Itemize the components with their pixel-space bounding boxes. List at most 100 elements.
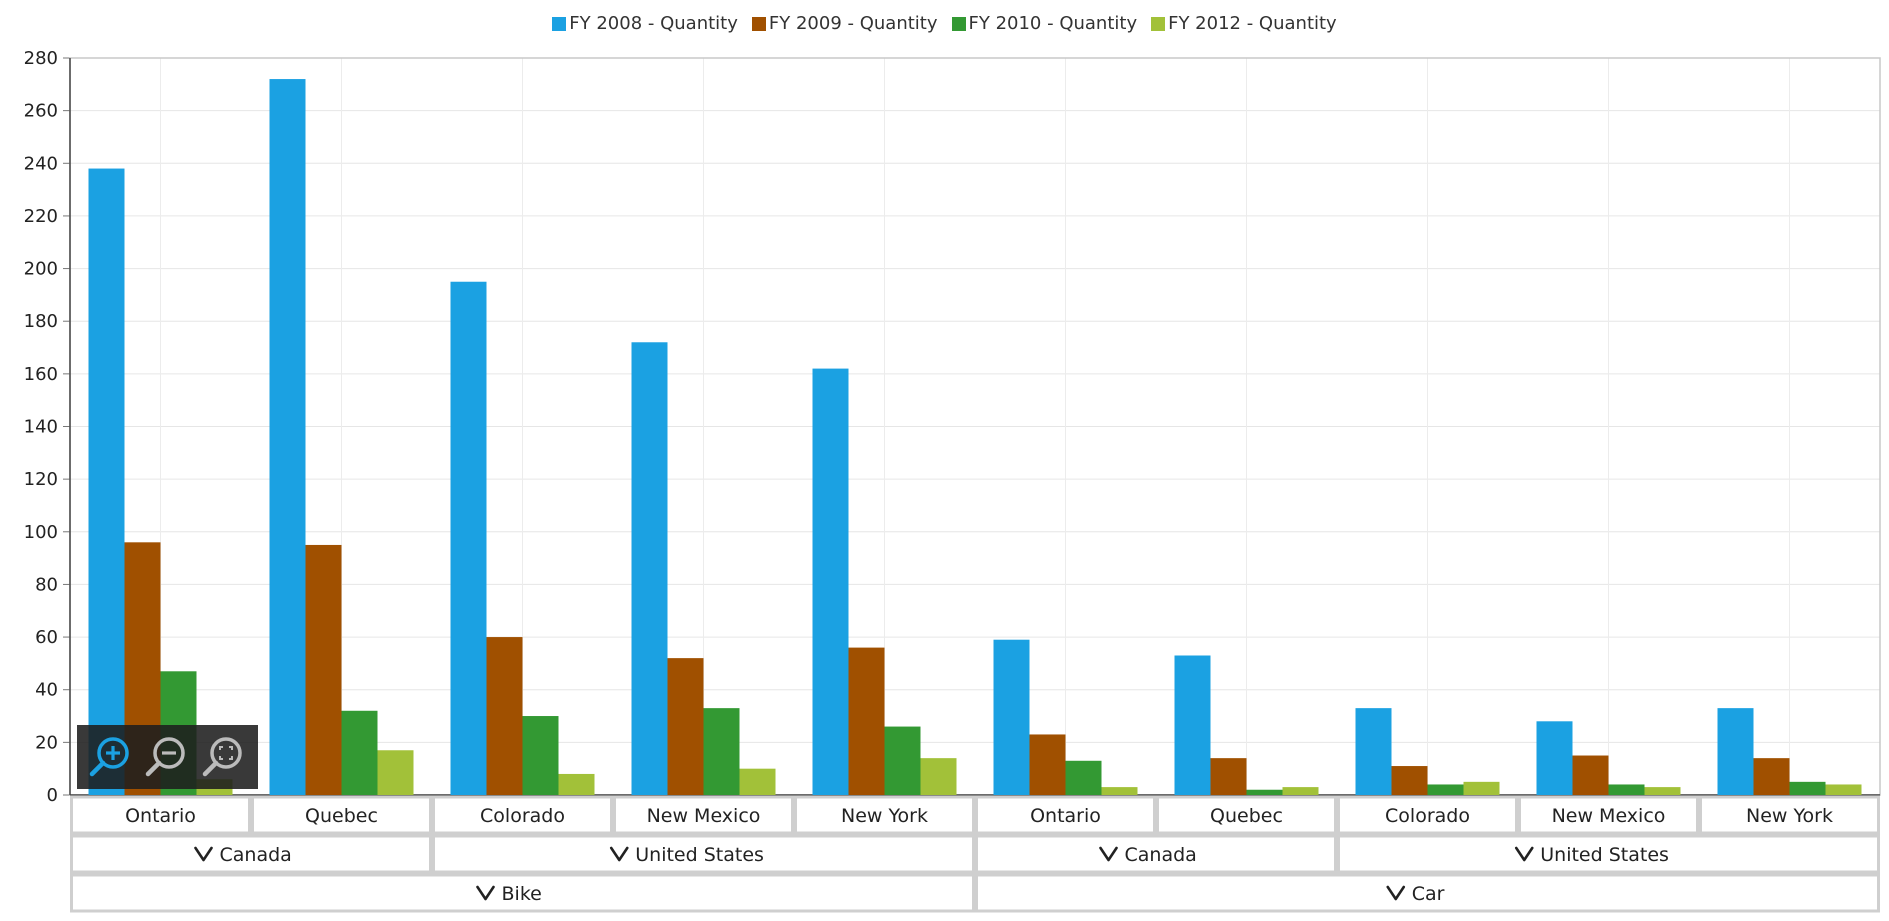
bar[interactable] [1355, 708, 1392, 795]
x-axis-category-cell[interactable] [1518, 795, 1699, 835]
bar[interactable] [1825, 784, 1862, 795]
zoom-out-button[interactable] [142, 732, 192, 782]
x-axis-country-cell[interactable] [1337, 834, 1880, 874]
chevron-down-icon[interactable] [609, 846, 629, 862]
x-axis-country-cell[interactable] [432, 834, 975, 874]
chevron-down-icon[interactable] [194, 846, 213, 862]
x-axis-product-cell[interactable] [70, 873, 975, 913]
bar[interactable] [848, 647, 885, 795]
bar[interactable] [703, 708, 740, 795]
y-tick-label: 20 [35, 732, 58, 753]
legend-label: FY 2008 - Quantity [569, 13, 738, 34]
zoom-out-icon [146, 737, 186, 777]
y-tick-label: 140 [24, 417, 58, 438]
chevron-down-icon[interactable] [476, 885, 495, 901]
bar[interactable] [377, 750, 414, 795]
x-axis-category-cell[interactable] [251, 795, 432, 835]
bar[interactable] [1608, 784, 1645, 795]
chevron-down-icon[interactable] [1386, 885, 1406, 901]
x-tick-label: Quebec [305, 805, 378, 827]
y-tick-label: 40 [35, 680, 58, 701]
zoom-reset-icon [202, 737, 242, 777]
x-tick-label: New York [841, 805, 928, 827]
bar[interactable] [993, 639, 1030, 795]
y-tick-label: 260 [24, 101, 58, 122]
chevron-down-icon[interactable] [1514, 846, 1534, 862]
country-group-label: United States [1540, 844, 1669, 866]
bar[interactable] [558, 773, 595, 795]
bar[interactable] [1427, 784, 1464, 795]
x-axis-category-cell[interactable] [1337, 795, 1518, 835]
zoom-reset-button[interactable] [199, 732, 249, 782]
x-axis-category-cell[interactable] [1156, 795, 1337, 835]
x-axis-category-cell[interactable] [432, 795, 613, 835]
x-tick-label: New York [1746, 805, 1833, 827]
bar[interactable] [812, 368, 849, 795]
y-tick-label: 100 [24, 522, 58, 543]
bar[interactable] [1391, 766, 1428, 795]
x-axis-category-cell[interactable] [70, 795, 251, 835]
chevron-down-icon[interactable] [1099, 846, 1118, 862]
bar[interactable] [884, 726, 921, 795]
x-tick-label: Colorado [1385, 805, 1470, 827]
x-tick-label: New Mexico [1552, 805, 1666, 827]
x-tick-label: Colorado [480, 805, 565, 827]
bar[interactable] [522, 716, 559, 795]
bar[interactable] [305, 544, 342, 795]
bar[interactable] [739, 768, 776, 795]
legend-item[interactable]: FY 2010 - Quantity [951, 13, 1137, 34]
bar[interactable] [667, 658, 704, 795]
y-tick-label: 200 [24, 259, 58, 280]
legend-swatch [751, 16, 766, 31]
legend-item[interactable]: FY 2012 - Quantity [1151, 13, 1337, 34]
bar[interactable] [486, 637, 523, 795]
bar[interactable] [1717, 708, 1754, 795]
y-tick-label: 160 [24, 364, 58, 385]
legend-item[interactable]: FY 2008 - Quantity [552, 13, 738, 34]
bar[interactable] [450, 281, 487, 795]
y-tick-label: 120 [24, 469, 58, 490]
x-axis-product-cell[interactable] [975, 873, 1880, 913]
bar[interactable] [1029, 734, 1066, 795]
bar[interactable] [1101, 787, 1138, 795]
country-group-label: Canada [1125, 844, 1197, 866]
y-tick-label: 280 [24, 48, 58, 69]
bar[interactable] [269, 79, 306, 796]
bar[interactable] [1246, 789, 1283, 795]
legend-swatch [552, 16, 567, 31]
legend-label: FY 2012 - Quantity [1168, 13, 1337, 34]
bar[interactable] [1282, 787, 1319, 795]
x-axis-category-cell[interactable] [1699, 795, 1880, 835]
bar[interactable] [1536, 721, 1573, 795]
bar[interactable] [1174, 655, 1211, 795]
legend-item[interactable]: FY 2009 - Quantity [751, 13, 938, 34]
country-group-label: Canada [220, 844, 292, 866]
zoom-toolbar [77, 725, 258, 789]
x-axis-country-cell[interactable] [975, 834, 1337, 874]
bar[interactable] [631, 342, 668, 795]
y-tick-label: 0 [47, 785, 58, 806]
legend-swatch [951, 16, 966, 31]
bar[interactable] [1463, 781, 1500, 795]
y-tick-label: 180 [24, 311, 58, 332]
x-axis-category-cell[interactable] [975, 795, 1156, 835]
bar[interactable] [1572, 755, 1609, 795]
bar[interactable] [88, 168, 125, 796]
bar[interactable] [920, 758, 957, 795]
chart-legend: FY 2008 - Quantity FY 2009 - Quantity FY 2… [0, 13, 1889, 34]
bar[interactable] [1210, 758, 1247, 795]
zoom-in-button[interactable] [86, 732, 136, 782]
y-tick-label: 220 [24, 206, 58, 227]
bar[interactable] [1753, 758, 1790, 795]
bar[interactable] [341, 710, 378, 795]
bar[interactable] [1065, 760, 1102, 795]
x-tick-label: Ontario [125, 805, 196, 827]
bar[interactable] [1644, 787, 1681, 795]
y-tick-label: 240 [24, 153, 58, 174]
bar[interactable] [1789, 781, 1826, 795]
country-group-label: United States [635, 844, 764, 866]
x-axis-category-cell[interactable] [794, 795, 975, 835]
x-axis-category-cell[interactable] [613, 795, 794, 835]
x-axis-country-cell[interactable] [70, 834, 432, 874]
